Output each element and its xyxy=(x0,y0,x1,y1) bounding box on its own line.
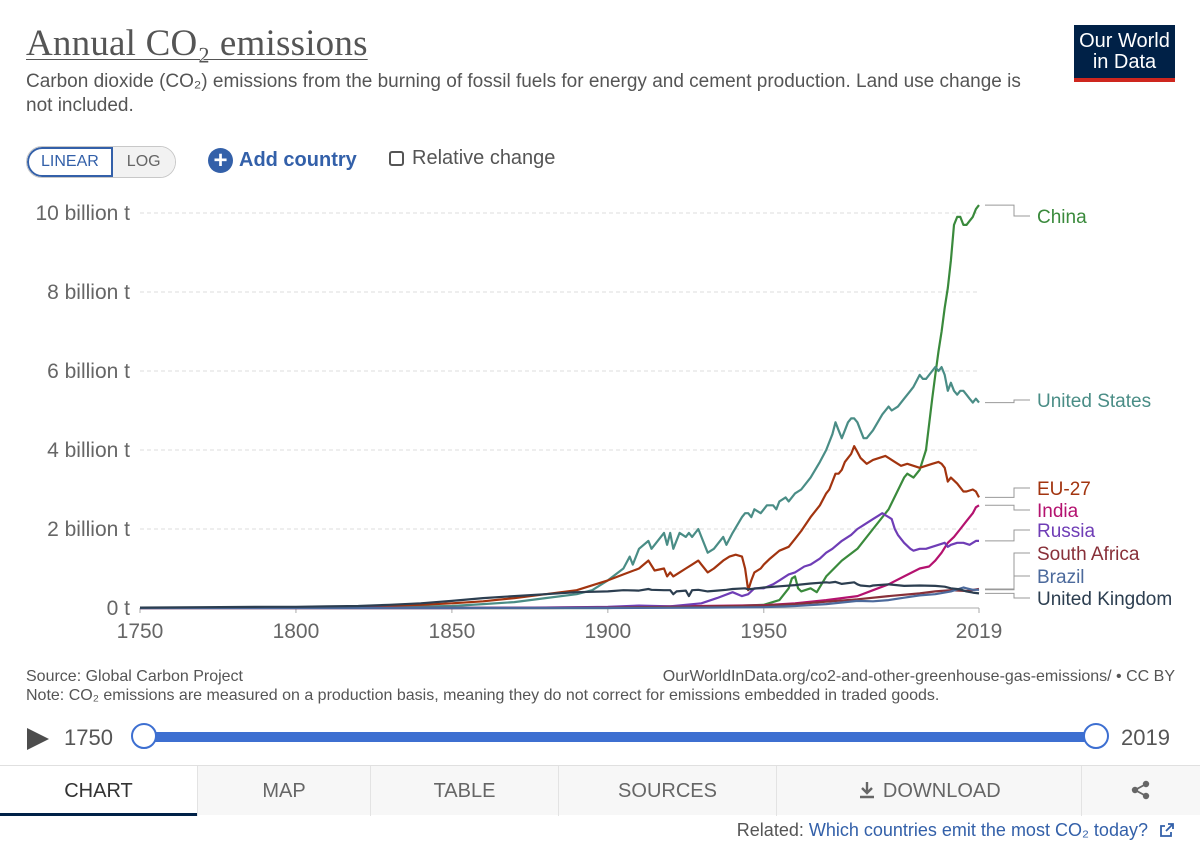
external-link-icon[interactable] xyxy=(1159,822,1175,838)
legend-label: South Africa xyxy=(1037,544,1140,565)
legend-label: Brazil xyxy=(1037,567,1085,588)
legend-connector xyxy=(985,552,1030,590)
x-tick-label: 1750 xyxy=(117,620,164,643)
y-tick-label: 2 billion t xyxy=(47,518,130,541)
share-icon xyxy=(1131,780,1150,800)
log-scale-button[interactable]: LOG xyxy=(112,147,175,177)
tab-chart[interactable]: CHART xyxy=(0,766,197,816)
plus-icon: + xyxy=(208,147,233,173)
series-line xyxy=(140,445,980,609)
legend-label: United Kingdom xyxy=(1037,589,1172,610)
tab-bar: CHART MAP TABLE SOURCES DOWNLOAD xyxy=(0,765,1200,816)
scale-toggle: LINEAR LOG xyxy=(26,146,176,178)
line-chart: 0 t 2 billion t 4 billion t 6 billion t 8 bi… xyxy=(35,202,1172,643)
series-line xyxy=(140,586,979,610)
legend-connector xyxy=(985,487,1030,498)
related-line: Related: Which countries emit the most C… xyxy=(737,820,1175,841)
download-label: DOWNLOAD xyxy=(882,780,1001,802)
y-tick-label: 6 billion t xyxy=(47,360,130,383)
x-tick-label: 2019 xyxy=(956,620,1003,643)
legend-connector xyxy=(985,399,1030,404)
related-link[interactable]: Which countries emit the most CO₂ today? xyxy=(808,820,1148,840)
download-icon xyxy=(860,782,875,799)
y-tick-label: 10 billion t xyxy=(35,202,130,225)
x-tick-label: 1900 xyxy=(584,620,631,643)
add-country-label: Add country xyxy=(239,148,357,171)
timeline-end-handle[interactable] xyxy=(1083,723,1109,749)
relative-change-toggle[interactable]: Relative change xyxy=(389,147,555,170)
legend-connector xyxy=(985,575,1030,591)
tab-download[interactable]: DOWNLOAD xyxy=(776,766,1081,816)
legend-connector xyxy=(985,204,1030,217)
chart-title[interactable]: Annual CO₂ emissions xyxy=(26,23,368,64)
legend-label: India xyxy=(1037,501,1079,522)
legend-label: United States xyxy=(1037,391,1151,412)
relative-change-label: Relative change xyxy=(412,147,556,169)
timeline: 1750 2019 xyxy=(0,720,1200,756)
play-icon[interactable] xyxy=(27,728,49,750)
legend-connector xyxy=(985,592,1030,599)
legend-connector xyxy=(985,504,1030,511)
series-line xyxy=(140,204,980,610)
note-text: Note: CO₂ emissions are measured on a pr… xyxy=(26,687,940,704)
source-url-link[interactable]: OurWorldInData.org/co2-and-other-greenho… xyxy=(662,668,1175,685)
x-tick-label: 1800 xyxy=(273,620,320,643)
y-tick-label: 4 billion t xyxy=(47,439,130,462)
legend-label: EU-27 xyxy=(1037,479,1091,500)
source-text: Source: Global Carbon Project xyxy=(26,668,243,685)
series-line xyxy=(139,366,980,610)
legend-connector xyxy=(985,529,1030,542)
chart-subtitle: Carbon dioxide (CO₂) emissions from the … xyxy=(26,71,1021,116)
tab-share[interactable] xyxy=(1081,766,1200,816)
add-country-button[interactable]: + Add country xyxy=(208,146,357,174)
logo-line-1: Our World xyxy=(1079,30,1170,52)
timeline-start-label: 1750 xyxy=(64,725,113,750)
y-tick-label: 0 t xyxy=(107,597,131,620)
y-tick-label: 8 billion t xyxy=(47,281,130,304)
legend-label: Russia xyxy=(1037,521,1096,542)
tab-table[interactable]: TABLE xyxy=(370,766,558,816)
timeline-end-label: 2019 xyxy=(1121,725,1170,750)
timeline-track[interactable] xyxy=(143,732,1096,742)
owid-logo[interactable]: Our World in Data xyxy=(1074,25,1175,82)
tab-sources[interactable]: SOURCES xyxy=(558,766,776,816)
series-line xyxy=(140,512,979,610)
tab-map[interactable]: MAP xyxy=(197,766,370,816)
timeline-start-handle[interactable] xyxy=(131,723,157,749)
relative-change-checkbox[interactable] xyxy=(389,151,404,166)
linear-scale-button[interactable]: LINEAR xyxy=(27,147,113,177)
x-tick-label: 1950 xyxy=(740,620,787,643)
legend-label: China xyxy=(1037,207,1087,228)
series-line xyxy=(139,580,980,609)
logo-line-2: in Data xyxy=(1092,51,1157,73)
related-prefix: Related: xyxy=(736,820,804,840)
x-tick-label: 1850 xyxy=(429,620,476,643)
